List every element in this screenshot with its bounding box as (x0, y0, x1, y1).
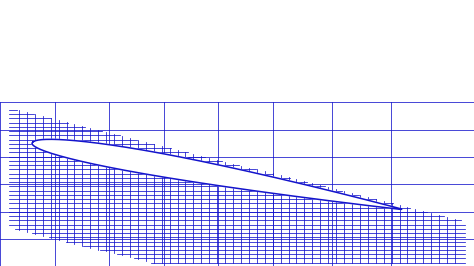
Text: Tutorial: Trimmed Cell Mesher: Tutorial: Trimmed Cell Mesher (90, 24, 384, 42)
Text: (STAR-CCM+): (STAR-CCM+) (172, 68, 302, 86)
Polygon shape (32, 139, 402, 209)
